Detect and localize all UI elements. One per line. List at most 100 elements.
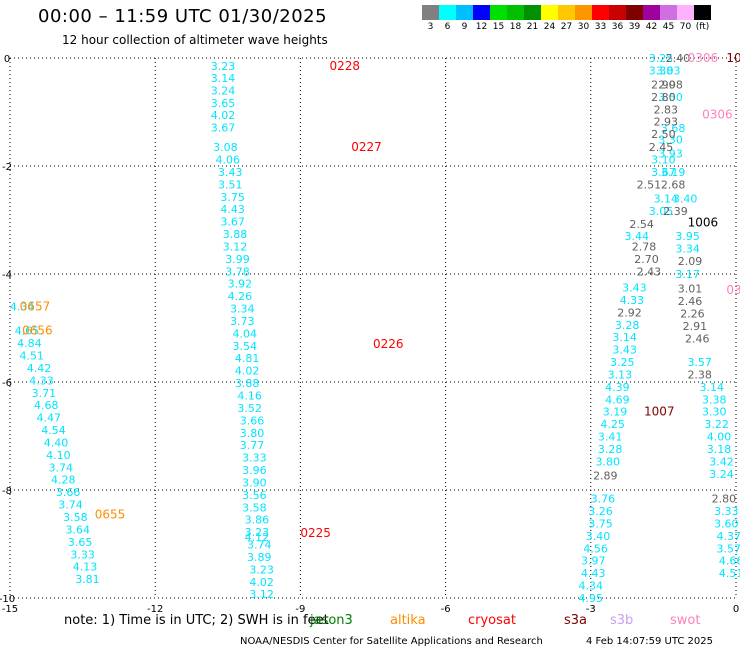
legend-s3a: s3a: [564, 613, 588, 628]
wave-height-label: 3.67: [211, 122, 236, 135]
wave-height-label: 4.95: [579, 592, 604, 605]
colorbar-label: 42: [645, 22, 658, 32]
footer-timestamp: 4 Feb 14:07:59 UTC 2025: [586, 636, 713, 647]
time-label: 0655: [95, 507, 126, 521]
wave-height-label: 3.58: [242, 501, 267, 514]
wave-height-label: 2.98: [658, 78, 683, 91]
wave-height-label: 4.40: [44, 436, 69, 449]
wave-height-label: 2.68: [661, 178, 686, 191]
wave-height-label: 2.39: [663, 205, 688, 218]
wave-height-label: 2.09: [678, 255, 703, 268]
colorbar-label: 3: [427, 22, 434, 32]
y-tick-label: -4: [2, 270, 12, 281]
colorbar-label: 12: [475, 22, 488, 32]
wave-height-label: 2.50: [651, 128, 676, 141]
wave-height-label: 3.65: [211, 97, 236, 110]
legend-s3b: s3b: [610, 613, 634, 628]
wave-height-label: 3.88: [235, 377, 260, 390]
wave-height-label: 3.08: [213, 141, 238, 154]
wave-height-label: 3.60: [714, 517, 739, 530]
wave-height-label: 3.43: [218, 166, 243, 179]
wave-height-label: 4.26: [228, 290, 253, 303]
time-label: 0306: [702, 108, 733, 122]
wave-height-label: 3.38: [649, 64, 674, 77]
wave-height-label: 2.90: [651, 78, 676, 91]
wave-height-label: 4.06: [216, 154, 241, 167]
colorbar-label: 45: [662, 22, 675, 32]
wave-height-label: 4.02: [235, 365, 260, 378]
x-tick-label: -15: [2, 604, 18, 615]
wave-height-label: 3.33: [242, 452, 267, 465]
colorbar-swatch: [524, 5, 541, 20]
wave-height-label: 3.50: [658, 91, 683, 104]
wave-height-label: 3.74: [247, 539, 272, 552]
wave-height-label: 3.23: [249, 563, 274, 576]
colorbar-label: 36: [611, 22, 624, 32]
colorbar-swatch: [558, 5, 575, 20]
colorbar-label: 39: [628, 22, 641, 32]
colorbar-swatch: [626, 5, 643, 20]
wave-height-label: 3.95: [675, 230, 700, 243]
footer-credit: NOAA/NESDIS Center for Satellite Applica…: [240, 636, 543, 647]
wave-height-label: 3.33: [70, 548, 95, 561]
colorbar-label: 15: [492, 22, 505, 32]
legend-swot: swot: [670, 613, 701, 628]
wave-height-label: 3.40: [586, 530, 611, 543]
wave-height-label: 4.42: [27, 362, 52, 375]
x-tick-label: 0: [733, 604, 739, 615]
wave-height-label: 3.19: [661, 166, 686, 179]
wave-height-label: 4.33: [620, 294, 645, 307]
wave-height-label: 4.66: [719, 555, 740, 568]
wave-height-label: 3.73: [230, 315, 255, 328]
wave-height-label: 4.00: [707, 431, 732, 444]
wave-height-label: 4.02: [211, 109, 236, 122]
wave-height-label: 3.78: [225, 265, 250, 278]
wave-height-label: 3.67: [220, 216, 245, 229]
wave-height-label: 4.28: [51, 474, 76, 487]
wave-height-label: 3.33: [714, 505, 739, 518]
wave-height-label: 4.68: [34, 399, 59, 412]
wave-height-label: 3.80: [595, 455, 620, 468]
colorbar-swatch: [473, 5, 490, 20]
wave-height-label: 3.64: [66, 523, 91, 536]
legend-cryosat: cryosat: [468, 613, 516, 628]
colorbar-swatch: [541, 5, 558, 20]
wave-height-label: 3.23: [245, 526, 270, 539]
wave-height-label: 3.86: [245, 514, 270, 527]
chart-subtitle: 12 hour collection of altimeter wave hei…: [62, 33, 328, 47]
wave-height-label: 4.56: [583, 542, 608, 555]
wave-height-label: 3.89: [247, 551, 272, 564]
time-label: 1006: [688, 216, 719, 230]
colorbar-label: 30: [577, 22, 590, 32]
colorbar-swatch: [507, 5, 524, 20]
wave-height-label: 3.22: [704, 418, 729, 431]
wave-height-label: 4.65: [15, 325, 40, 338]
colorbar-swatch: [490, 5, 507, 20]
chart-title: 00:00 – 11:59 UTC 01/30/2025: [38, 6, 328, 27]
colorbar-swatch: [694, 5, 711, 20]
wave-height-label: 2.46: [685, 332, 710, 345]
wave-height-label: 3.81: [75, 573, 100, 586]
wave-height-label: 3.24: [709, 468, 734, 481]
colorbar-label: 18: [509, 22, 522, 32]
wave-height-label: 3.14: [654, 192, 679, 205]
wave-height-label: 4.33: [29, 374, 54, 387]
wave-height-label: 3.56: [242, 489, 267, 502]
colorbar-swatch: [660, 5, 677, 20]
wave-height-label: 2.51: [637, 178, 662, 191]
wave-height-label: 4.02: [249, 576, 274, 589]
time-label: 0657: [20, 299, 51, 313]
wave-height-label: 3.26: [588, 505, 613, 518]
wave-height-label: 3.13: [608, 368, 633, 381]
legend-jason3: jason3: [310, 613, 353, 628]
wave-height-label: 3.40: [673, 192, 698, 205]
colorbar-swatch: [422, 5, 439, 20]
time-label: 0228: [329, 59, 360, 73]
x-tick-label: -3: [586, 604, 596, 615]
time-label: 0226: [373, 337, 404, 351]
colorbar-label: 24: [543, 22, 556, 32]
wave-height-label: 4.10: [46, 449, 71, 462]
wave-height-label: 3.96: [242, 464, 267, 477]
x-tick-label: -12: [147, 604, 163, 615]
colorbar-swatch: [456, 5, 473, 20]
